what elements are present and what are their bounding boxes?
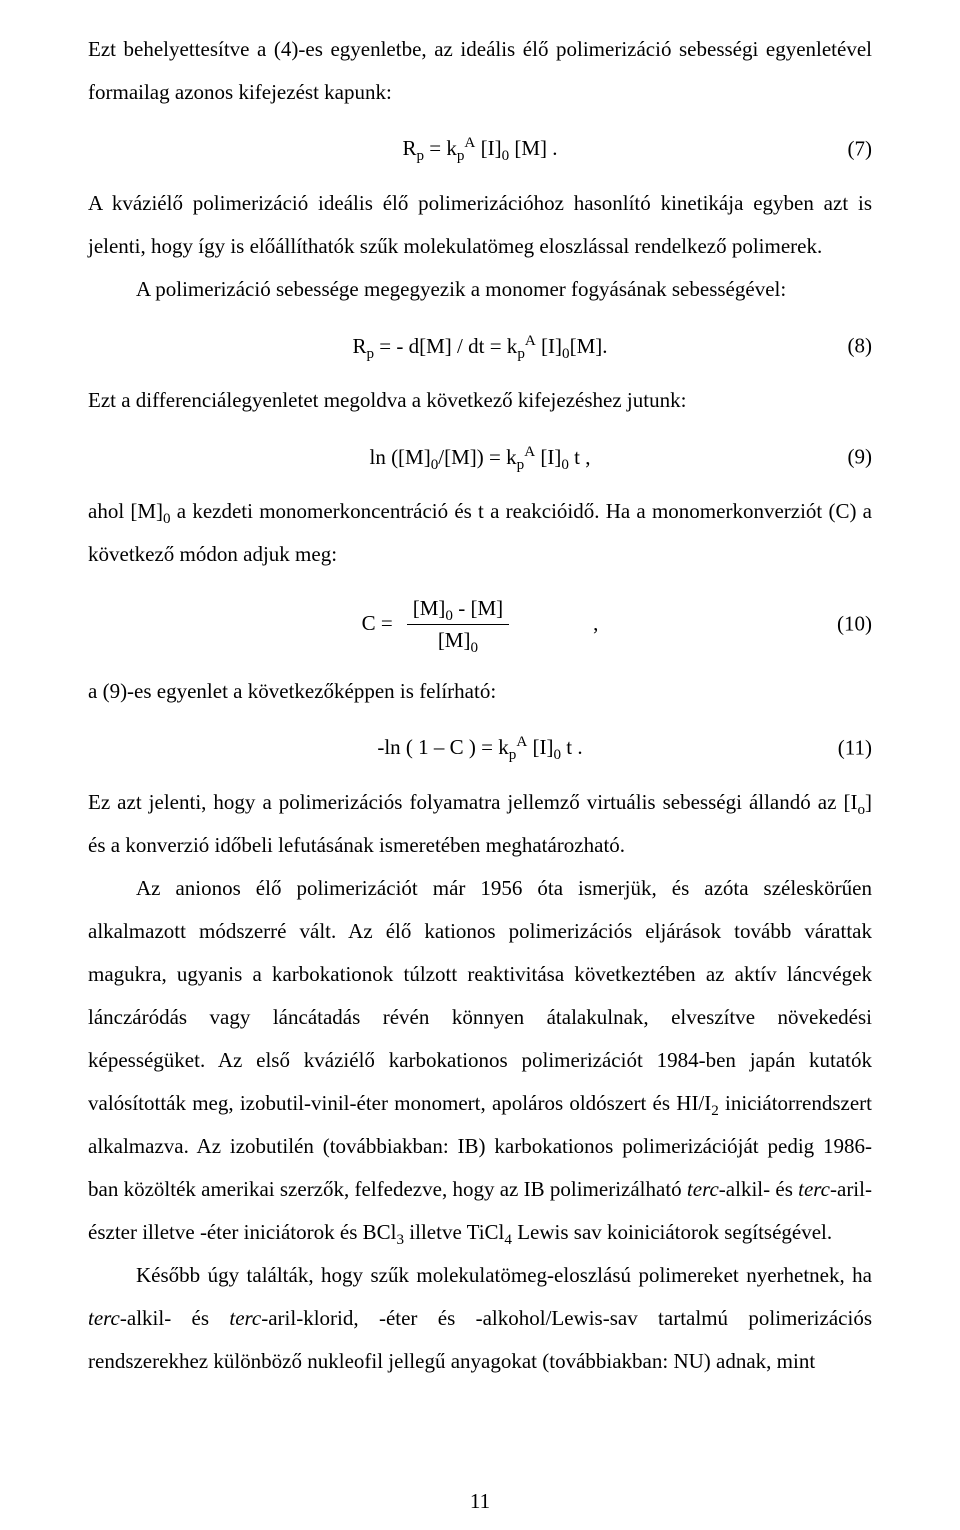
subscript-3: 3 <box>396 1232 404 1248</box>
subscript-zero: 0 <box>163 511 171 527</box>
fraction: [M]0 - [M] [M]0 <box>407 596 509 651</box>
text-fragment: Ez azt jelenti, hogy a polimerizációs fo… <box>88 790 857 814</box>
text-fragment: a kezdeti monomerkoncentráció és t a rea… <box>88 499 872 566</box>
equation-8-body: Rp = - d[M] / dt = kpA [I]0[M]. <box>352 332 607 361</box>
eq-text: R <box>402 136 416 160</box>
italic-terc: terc <box>229 1306 261 1330</box>
eq-sup: A <box>464 135 475 151</box>
text-fragment: -alkil- és <box>120 1306 229 1330</box>
eq-text: [I] <box>475 136 501 160</box>
text-fragment: illetve TiCl <box>404 1220 504 1244</box>
paragraph-9: Később úgy találták, hogy szűk molekulat… <box>88 1254 872 1383</box>
paragraph-2: A kváziélő polimerizáció ideális élő pol… <box>88 182 872 268</box>
paragraph-6: a (9)-es egyenlet a következőképpen is f… <box>88 670 872 713</box>
eq-sup: A <box>516 734 527 750</box>
eq-text: = k <box>424 136 457 160</box>
eq-text: [I] <box>536 334 562 358</box>
paragraph-4: Ezt a differenciálegyenletet megoldva a … <box>88 379 872 422</box>
equation-10-body: C = [M]0 - [M] [M]0 , <box>362 596 599 651</box>
fraction-denominator: [M]0 <box>432 628 484 652</box>
italic-terc: terc <box>687 1177 719 1201</box>
eq-sub: p <box>416 149 424 165</box>
text-fragment: Később úgy találták, hogy szűk molekulat… <box>136 1263 872 1287</box>
subscript-2: 2 <box>711 1103 719 1119</box>
eq-sub: p <box>366 346 374 362</box>
fraction-bar <box>407 624 509 625</box>
eq-sub: 0 <box>562 346 570 362</box>
equation-9-body: ln ([M]0/[M]) = kpA [I]0 t , <box>369 443 590 472</box>
eq-sub: 0 <box>553 747 561 763</box>
equation-11-body: -ln ( 1 – C ) = kpA [I]0 t . <box>377 733 582 762</box>
page-number: 11 <box>0 1489 960 1514</box>
eq-text: -ln ( 1 – C ) = k <box>377 735 508 759</box>
eq-sub: 0 <box>445 609 453 625</box>
equation-9: ln ([M]0/[M]) = kpA [I]0 t , (9) <box>88 442 872 472</box>
paragraph-1: Ezt behelyettesítve a (4)-es egyenletbe,… <box>88 28 872 114</box>
eq-text: , <box>593 609 598 638</box>
equation-7: Rp = kpA [I]0 [M] . (7) <box>88 134 872 164</box>
paragraph-7: Ez azt jelenti, hogy a polimerizációs fo… <box>88 781 872 867</box>
eq-text: R <box>352 334 366 358</box>
eq-text: [M]. <box>570 334 608 358</box>
text-fragment: ahol [M] <box>88 499 163 523</box>
text-fragment: Az anionos élő polimerizációt már 1956 ó… <box>88 876 872 1115</box>
page: Ezt behelyettesítve a (4)-es egyenletbe,… <box>0 0 960 1530</box>
equation-7-body: Rp = kpA [I]0 [M] . <box>402 134 557 163</box>
eq-text: [M] . <box>509 136 557 160</box>
eq-sub: 0 <box>561 457 569 473</box>
paragraph-8: Az anionos élő polimerizációt már 1956 ó… <box>88 867 872 1254</box>
eq-sub: 0 <box>470 640 478 656</box>
eq-text: t . <box>561 735 583 759</box>
italic-terc: terc <box>798 1177 830 1201</box>
subscript-o: o <box>857 802 865 818</box>
eq-text: [I] <box>527 735 553 759</box>
equation-9-number: (9) <box>848 443 873 472</box>
equation-8: Rp = - d[M] / dt = kpA [I]0[M]. (8) <box>88 331 872 361</box>
eq-sub: 0 <box>502 149 510 165</box>
fraction-numerator: [M]0 - [M] <box>407 596 509 620</box>
equation-11-number: (11) <box>838 733 872 762</box>
eq-text: = - d[M] / dt = k <box>374 334 517 358</box>
eq-text: [I] <box>535 445 561 469</box>
eq-text: [M] <box>438 628 471 652</box>
equation-8-number: (8) <box>848 332 873 361</box>
equation-7-number: (7) <box>848 134 873 163</box>
paragraph-3: A polimerizáció sebessége megegyezik a m… <box>88 268 872 311</box>
eq-text: [M] <box>413 596 446 620</box>
subscript-4: 4 <box>504 1232 512 1248</box>
eq-text: - [M] <box>453 596 503 620</box>
equation-10: C = [M]0 - [M] [M]0 , (10) <box>88 596 872 651</box>
equation-11: -ln ( 1 – C ) = kpA [I]0 t . (11) <box>88 733 872 763</box>
eq-sup: A <box>525 333 536 349</box>
eq-sub: p <box>517 346 525 362</box>
equation-10-number: (10) <box>837 609 872 638</box>
eq-text: ln ([M] <box>369 445 430 469</box>
eq-text: t , <box>569 445 591 469</box>
italic-terc: terc <box>88 1306 120 1330</box>
eq-text: /[M]) = k <box>438 445 516 469</box>
eq-sup: A <box>524 444 535 460</box>
text-fragment: Lewis sav koiniciátorok segítségével. <box>512 1220 832 1244</box>
paragraph-5: ahol [M]0 a kezdeti monomerkoncentráció … <box>88 490 872 576</box>
text-fragment: -alkil- és <box>719 1177 798 1201</box>
eq-text: C = <box>362 609 393 638</box>
